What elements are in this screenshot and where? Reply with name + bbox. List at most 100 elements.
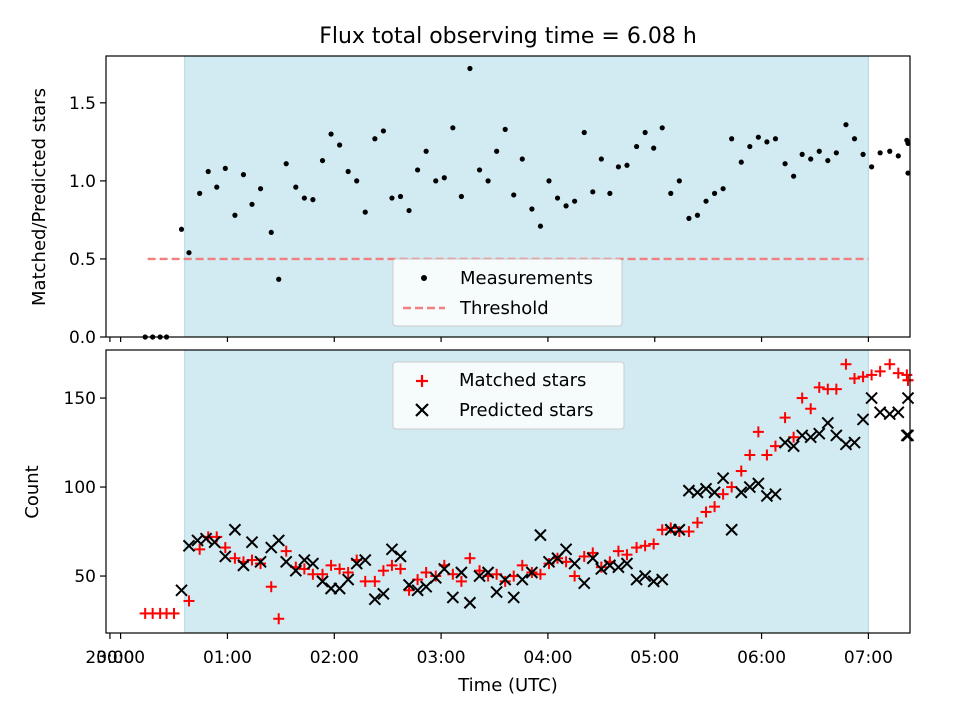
measurement-point (249, 201, 255, 207)
predicted-star-point (865, 391, 878, 405)
measurement-point (651, 145, 657, 151)
measurement-point (283, 161, 289, 167)
predicted-star-point (630, 573, 643, 586)
predicted-star-point (182, 539, 196, 552)
measurement-point (851, 136, 858, 142)
bottom-y-tick-label: 100 (64, 478, 96, 498)
measurement-point (380, 128, 387, 134)
matched-star-point (386, 559, 398, 571)
matched-star-point (403, 584, 415, 596)
predicted-star-point (638, 569, 652, 583)
matched-star-point (369, 575, 381, 587)
matched-star-point (516, 559, 528, 571)
matched-star-point (665, 522, 677, 534)
predicted-star-point (289, 564, 303, 577)
predicted-star-point (673, 523, 686, 536)
matched-star-point (464, 552, 476, 564)
measurement-point (519, 156, 525, 162)
matched-star-point (307, 568, 319, 580)
matched-star-point (534, 568, 546, 580)
measurement-point (764, 139, 770, 145)
predicted-star-point (595, 562, 608, 576)
bottom-y-axis-label: Count (22, 465, 43, 518)
bottom-axes-frame (105, 349, 911, 634)
matched-star-point (656, 524, 668, 536)
matched-star-point (683, 526, 695, 538)
predicted-star-point (699, 482, 713, 496)
matched-star-point (779, 412, 791, 424)
predicted-star-point (341, 573, 355, 586)
legend-measurements-label: Measurements (460, 268, 593, 289)
measurement-point (581, 129, 587, 136)
top-y-tick-label: 1.0 (69, 172, 96, 192)
bottom-legend-box (392, 361, 625, 430)
measurement-point (441, 175, 447, 181)
predicted-star-point (498, 573, 512, 586)
predicted-star-point (219, 550, 232, 563)
measurement-point (257, 186, 264, 192)
measurement-point (676, 178, 682, 184)
top-legend: Measurements Threshold (392, 258, 623, 327)
measurement-point (546, 178, 552, 184)
predicted-star-point (463, 596, 477, 609)
predicted-star-point (254, 555, 267, 569)
legend-matched-label: Matched stars (459, 370, 586, 391)
predicted-star-point (208, 536, 221, 549)
measurement-point (905, 170, 911, 176)
x-tick-label: 03:00 (417, 648, 466, 668)
predicted-star-point (516, 573, 529, 586)
measurement-point (178, 226, 185, 232)
measurement-point (186, 250, 192, 256)
predicted-star-point (237, 559, 250, 572)
top-y-tick-label: 0.5 (69, 250, 96, 270)
measurement-point (345, 168, 351, 175)
predicted-star-point (821, 416, 835, 430)
measurement-point (467, 65, 473, 72)
predicted-star-point (525, 566, 539, 579)
measurement-point (389, 195, 395, 201)
predicted-star-point (245, 536, 259, 549)
matched-star-point (857, 371, 869, 383)
predicted-star-point (481, 566, 495, 579)
measurement-point (205, 168, 211, 175)
measurement-point (537, 223, 544, 229)
predicted-star-point (612, 560, 625, 574)
matched-star-point (884, 358, 896, 370)
matched-star-point (901, 369, 913, 381)
predicted-star-point (656, 573, 669, 586)
measurement-point (868, 164, 875, 170)
matched-star-point (265, 581, 277, 593)
legend-predicted-marker (415, 403, 429, 417)
matched-star-point (840, 358, 852, 370)
measurement-point (554, 195, 561, 201)
measurement-point (598, 156, 604, 162)
measurement-point (607, 190, 613, 196)
predicted-star-point (769, 487, 782, 501)
measurement-point (642, 129, 648, 136)
measurement-point (563, 203, 569, 209)
predicted-star-point (394, 550, 407, 563)
legend-predicted-label: Predicted stars (459, 400, 593, 421)
matched-star-point (280, 545, 292, 557)
matched-star-point (830, 383, 842, 395)
bottom-y-tick-label: 50 (74, 567, 96, 587)
predicted-star-point (473, 569, 486, 583)
measurement-point (337, 142, 343, 148)
predicted-star-point (743, 480, 757, 494)
measurement-point (772, 136, 779, 142)
measurement-point (354, 178, 360, 184)
legend-measurements-marker (421, 275, 427, 281)
matched-star-point (595, 561, 607, 573)
measurement-point (624, 162, 630, 168)
measurement-point (458, 193, 464, 200)
x-axis-label: Time (UTC) (457, 675, 558, 696)
matched-star-point (317, 568, 329, 580)
measurement-point (433, 178, 439, 184)
predicted-star-point (578, 576, 591, 590)
matched-star-point (621, 549, 633, 561)
measurement-point (729, 136, 735, 142)
measurement-point (615, 164, 622, 170)
measurement-point (476, 167, 483, 173)
measurement-point (276, 276, 282, 282)
